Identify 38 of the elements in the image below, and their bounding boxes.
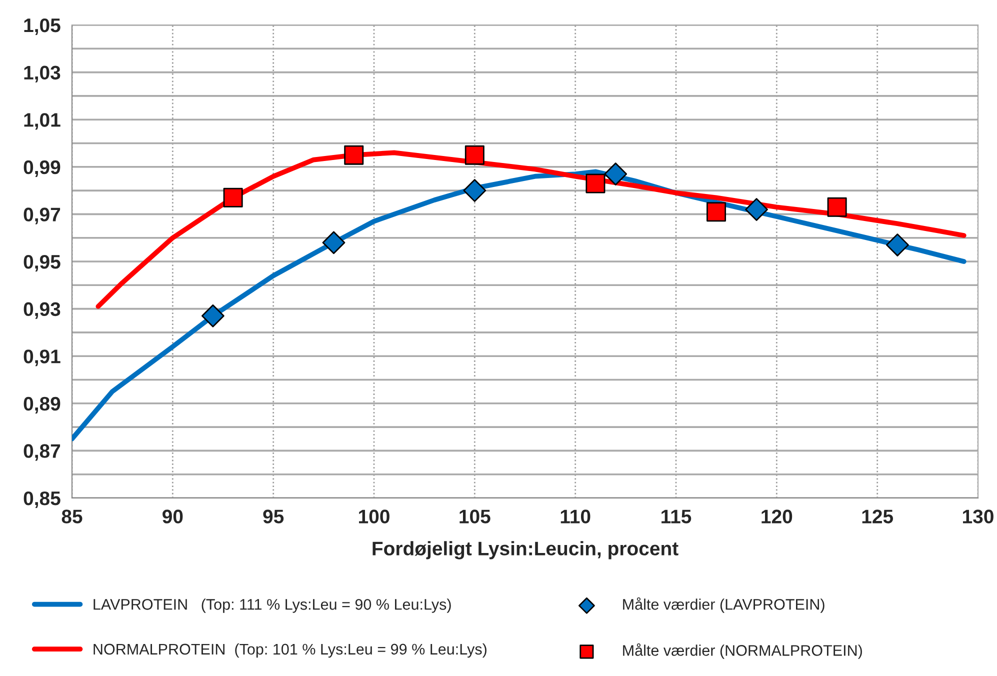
x-tick-label: 120 bbox=[762, 510, 792, 524]
x-tick-label: 125 bbox=[862, 510, 894, 524]
point bbox=[604, 162, 628, 186]
x-tick-label: 115 bbox=[662, 510, 692, 524]
x-axis-title: Fordøjeligt Lysin:Leucin, procent bbox=[372, 541, 678, 560]
y-tick-label: 0,85 bbox=[24, 491, 60, 508]
y-tick-label: 0,97 bbox=[24, 208, 60, 224]
point bbox=[827, 197, 847, 217]
point bbox=[463, 179, 486, 202]
point bbox=[706, 202, 726, 222]
y-tick-label: 0,95 bbox=[24, 254, 60, 272]
point bbox=[201, 304, 224, 328]
point bbox=[886, 233, 909, 256]
legend-label: Målte værdier (NORMALPROTEIN) bbox=[623, 643, 862, 659]
y-tick-label: 0,93 bbox=[24, 302, 60, 319]
legend-label: Målte værdier (LAVPROTEIN) bbox=[623, 597, 824, 613]
y-tick-label: 0,99 bbox=[24, 160, 60, 177]
point bbox=[223, 188, 243, 208]
legend-label: NORMALPROTEIN (Top: 101 % Lys:Leu = 99 % Leu:Lys) bbox=[94, 643, 486, 658]
y-tick-label: 1,03 bbox=[24, 66, 60, 82]
x-tick-label: 95 bbox=[263, 510, 284, 524]
y-tick-label: 1,01 bbox=[24, 113, 60, 130]
y-tick-label: 0,91 bbox=[24, 350, 60, 366]
point bbox=[344, 145, 364, 165]
legend-label: LAVPROTEIN (Top: 111 % Lys:Leu = 90 % Leu:Lys) bbox=[94, 598, 451, 613]
x-tick-label: 90 bbox=[162, 510, 183, 524]
x-tick-label: 110 bbox=[560, 510, 590, 524]
point bbox=[586, 174, 606, 194]
y-tick-label: 0,89 bbox=[24, 396, 60, 414]
x-tick-label: 130 bbox=[963, 510, 994, 524]
point bbox=[322, 231, 346, 254]
x-tick-label: 85 bbox=[62, 510, 82, 524]
y-tick-label: 0,87 bbox=[24, 444, 60, 461]
x-tick-label: 100 bbox=[359, 510, 390, 524]
point bbox=[464, 145, 484, 165]
point bbox=[745, 198, 768, 221]
y-tick-label: 1,05 bbox=[24, 18, 60, 36]
x-tick-label: 105 bbox=[460, 510, 490, 524]
